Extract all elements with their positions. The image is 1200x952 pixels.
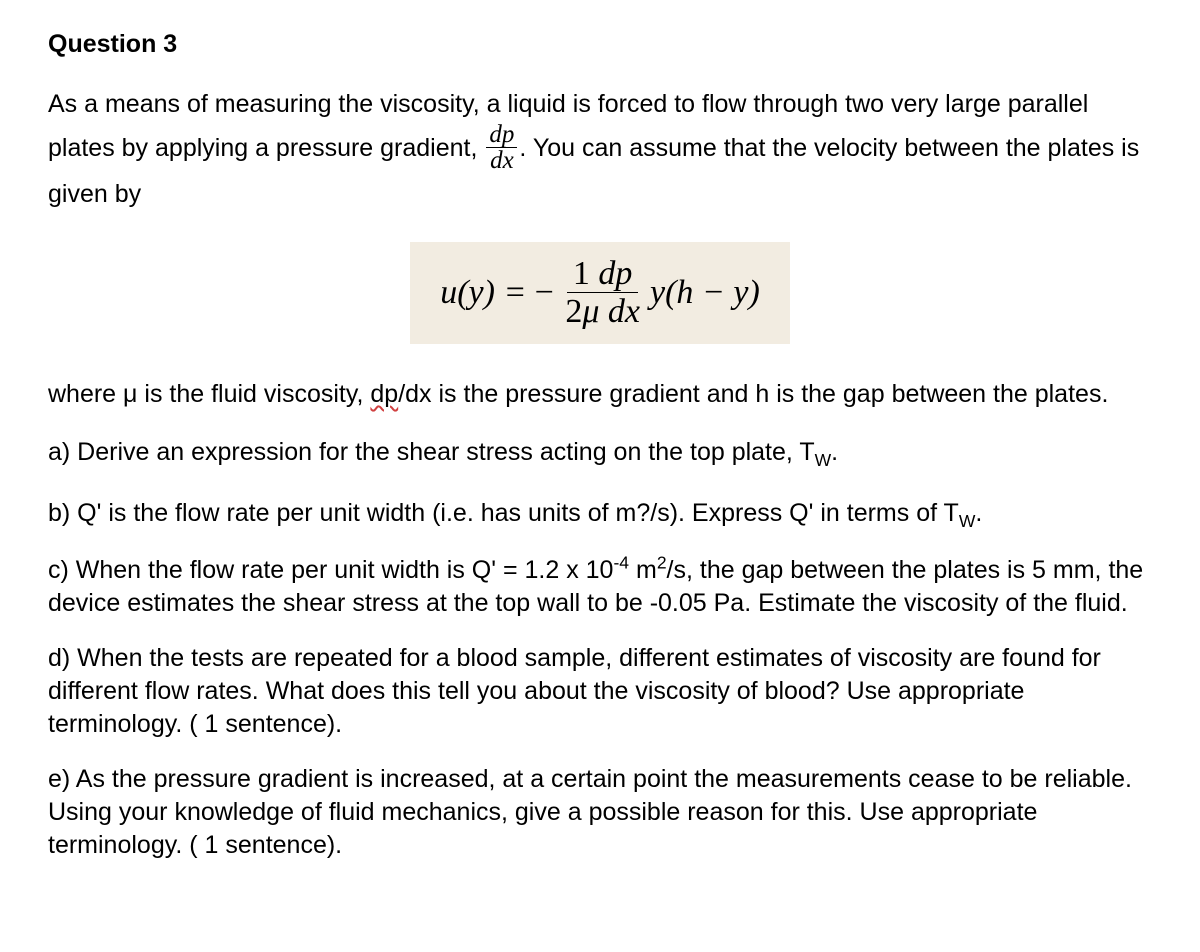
equation-tail: y(h − y)	[650, 274, 760, 312]
question-page: Question 3 As a means of measuring the v…	[0, 0, 1200, 914]
part-b-text: b) Q' is the flow rate per unit width (i…	[48, 499, 959, 527]
velocity-equation: u(y) = − 1 dp 2μ dx y(h − y)	[410, 242, 790, 344]
part-c-sup-2: 2	[657, 553, 667, 573]
fraction-numerator: dp	[486, 122, 517, 148]
part-b-tail: .	[975, 499, 982, 527]
part-a-subscript: W	[815, 450, 832, 470]
spellcheck-squiggle: dp	[370, 380, 398, 408]
equation-frac-num: 1 dp	[567, 256, 639, 294]
part-a-text: a) Derive an expression for the shear st…	[48, 438, 815, 466]
part-b: b) Q' is the flow rate per unit width (i…	[48, 494, 1152, 533]
defs-after: /dx is the pressure gradient and h is th…	[398, 380, 1108, 408]
equation-frac-den: 2μ dx	[559, 293, 646, 330]
equation-minus: −	[532, 274, 555, 312]
part-a: a) Derive an expression for the shear st…	[48, 433, 1152, 472]
part-b-subscript: W	[959, 511, 976, 531]
equation-lhs: u(y) =	[440, 274, 526, 312]
part-c-sup-1: -4	[613, 553, 629, 573]
definitions-paragraph: where μ is the fluid viscosity, dp/dx is…	[48, 378, 1152, 411]
intro-paragraph: As a means of measuring the viscosity, a…	[48, 85, 1152, 214]
inline-fraction-dpdx: dpdx	[486, 122, 517, 173]
question-title: Question 3	[48, 30, 1152, 59]
part-e: e) As the pressure gradient is increased…	[48, 763, 1152, 862]
equation-fraction: 1 dp 2μ dx	[559, 256, 646, 330]
part-c: c) When the flow rate per unit width is …	[48, 554, 1152, 620]
part-c-text-1: c) When the flow rate per unit width is …	[48, 556, 613, 584]
part-d: d) When the tests are repeated for a blo…	[48, 642, 1152, 741]
defs-before: where μ is the fluid viscosity,	[48, 380, 370, 408]
part-c-text-2: m	[629, 556, 657, 584]
fraction-denominator: dx	[487, 148, 517, 173]
equation-container: u(y) = − 1 dp 2μ dx y(h − y)	[48, 242, 1152, 344]
part-a-tail: .	[831, 438, 838, 466]
